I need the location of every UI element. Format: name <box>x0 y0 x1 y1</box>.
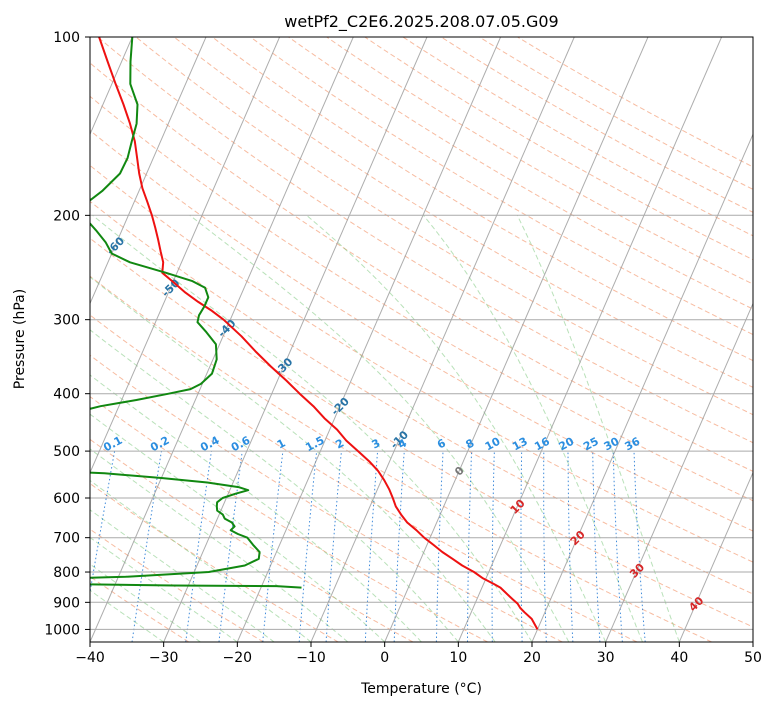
x-tick-label: 0 <box>380 650 389 666</box>
x-tick-label: −40 <box>75 650 105 666</box>
y-tick-label: 100 <box>53 30 80 46</box>
y-axis-label: Pressure (hPa) <box>12 289 28 389</box>
y-tick-label: 700 <box>53 531 80 547</box>
y-tick-label: 900 <box>53 595 80 611</box>
y-tick-label: 800 <box>53 565 80 581</box>
y-tick-label: 1000 <box>44 622 80 638</box>
x-tick-label: −30 <box>149 650 179 666</box>
y-tick-label: 600 <box>53 491 80 507</box>
x-tick-label: −20 <box>223 650 253 666</box>
x-tick-label: −10 <box>296 650 326 666</box>
x-tick-label: 40 <box>670 650 688 666</box>
y-tick-label: 200 <box>53 208 80 224</box>
chart-title: wetPf2_C2E6.2025.208.07.05.G09 <box>284 12 558 32</box>
x-tick-label: 20 <box>523 650 541 666</box>
x-tick-label: 30 <box>597 650 615 666</box>
y-tick-label: 300 <box>53 313 80 329</box>
y-tick-label: 400 <box>53 387 80 403</box>
y-tick-label: 500 <box>53 444 80 460</box>
x-axis-label: Temperature (°C) <box>360 681 482 697</box>
x-tick-label: 10 <box>449 650 467 666</box>
x-tick-label: 50 <box>744 650 762 666</box>
